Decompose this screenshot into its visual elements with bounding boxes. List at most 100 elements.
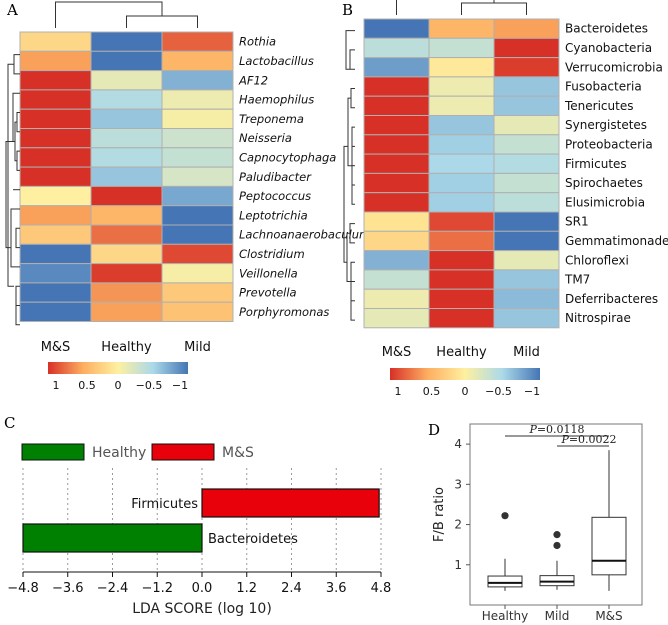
row-label: Clostridium — [239, 247, 305, 261]
y-tick-label: 2 — [454, 518, 462, 532]
row-dendrogram — [5, 140, 13, 249]
row-label: Fusobacteria — [565, 80, 642, 94]
heatmap-cell — [493, 95, 560, 116]
row-label: Leptotrichia — [239, 208, 308, 222]
heatmap-cell — [161, 108, 234, 129]
p-value-label: P=0.0118 — [528, 423, 584, 436]
p-value: =0.0118 — [537, 423, 585, 436]
row-label: Bacteroidetes — [565, 22, 648, 36]
heatmap-cell — [493, 37, 560, 59]
heatmap-cell — [161, 89, 234, 110]
heatmap-cell — [493, 134, 560, 155]
heatmap-cell — [161, 147, 234, 168]
legend-tick: −0.5 — [485, 385, 512, 398]
box — [539, 575, 575, 587]
heatmap-cell — [19, 185, 92, 207]
box — [591, 516, 627, 576]
legend-tick: −1 — [172, 379, 188, 392]
heatmap-cell — [19, 147, 92, 168]
heatmap-cell — [19, 50, 92, 72]
row-label: Elusimicrobia — [565, 195, 645, 209]
heatmap-cell — [363, 230, 430, 252]
column-dendrogram — [126, 15, 198, 28]
y-tick-label: 4 — [454, 437, 462, 451]
heatmap-cell — [90, 282, 163, 303]
heatmap-cell — [363, 37, 430, 59]
row-label: Prevotella — [239, 286, 297, 300]
plot-frame — [469, 423, 643, 606]
heatmap-cell — [493, 269, 560, 290]
row-dendrogram — [347, 97, 352, 167]
row-label: Chloroflexi — [565, 253, 629, 267]
row-label: Neisseria — [239, 131, 292, 145]
row-label: Spirochaetes — [565, 176, 643, 190]
heatmap-cell — [428, 134, 495, 155]
outlier-point — [553, 541, 561, 550]
bar-label: Firmicutes — [131, 497, 198, 512]
heatmap-cell — [428, 308, 495, 329]
row-label: Deferribacteres — [565, 292, 658, 306]
row-label: AF12 — [238, 73, 268, 87]
x-tick-label: M&S — [595, 609, 622, 623]
row-label: Synergistetes — [565, 118, 647, 132]
p-value-label: P=0.0022 — [560, 433, 616, 446]
legend-tick: −0.5 — [136, 379, 163, 392]
heatmap-cell — [19, 243, 92, 265]
heatmap-cell — [428, 269, 495, 290]
x-tick-label: 4.8 — [371, 581, 392, 596]
heatmap-cell — [161, 301, 234, 323]
legend-tick: 0 — [462, 385, 469, 398]
box — [487, 575, 523, 588]
row-dendrogram — [12, 92, 20, 142]
heatmap-cell — [428, 153, 495, 174]
heatmap-cell — [428, 172, 495, 194]
heatmap-cell — [363, 269, 430, 290]
panel-label-b: B — [342, 1, 353, 19]
row-label: Haemophilus — [239, 93, 314, 107]
column-label: M&S — [41, 340, 71, 355]
column-dendrogram — [396, 0, 495, 15]
heatmap-cell — [90, 243, 163, 265]
legend-swatch-healthy — [21, 443, 85, 461]
panel-label-d: D — [428, 421, 440, 439]
heatmap-cell — [19, 224, 92, 245]
heatmap-cell — [493, 308, 560, 329]
heatmap-cell — [428, 288, 495, 310]
x-tick-label: 0.0 — [192, 581, 213, 596]
outlier-point — [553, 531, 561, 539]
heatmap-cell — [428, 230, 495, 252]
heatmap-cell — [90, 205, 163, 226]
heatmap-cell — [161, 31, 234, 52]
heatmap-cell — [428, 76, 495, 97]
row-label: Tenericutes — [564, 99, 633, 113]
heatmap-cell — [90, 108, 163, 129]
row-dendrogram — [346, 232, 351, 282]
heatmap-cell — [161, 224, 234, 245]
p-symbol: P — [560, 433, 569, 446]
heatmap-cell — [161, 185, 234, 207]
legend-label-ms: M&S — [222, 445, 254, 461]
heatmap-cell — [19, 166, 92, 187]
heatmap-cell — [363, 115, 430, 136]
row-dendrogram — [349, 49, 355, 70]
row-dendrogram — [15, 227, 20, 249]
heatmap-cell — [19, 70, 92, 91]
heatmap-cell — [19, 263, 92, 284]
legend-label-healthy: Healthy — [92, 445, 146, 461]
heatmap-cell — [428, 192, 495, 213]
legend-tick: 1 — [53, 379, 60, 392]
row-label: Rothia — [239, 35, 276, 49]
row-label: Verrucomicrobia — [565, 60, 663, 74]
heatmap-cell — [493, 57, 560, 78]
lda-bar — [201, 488, 380, 518]
panel-label-c: C — [4, 414, 15, 432]
legend-tick: 0.5 — [423, 385, 441, 398]
heatmap-cell — [90, 89, 163, 110]
row-dendrogram — [7, 63, 14, 287]
heatmap-cell — [161, 50, 234, 72]
row-label: Cyanobacteria — [565, 41, 652, 55]
heatmap-cell — [428, 211, 495, 232]
row-dendrogram — [350, 88, 355, 109]
